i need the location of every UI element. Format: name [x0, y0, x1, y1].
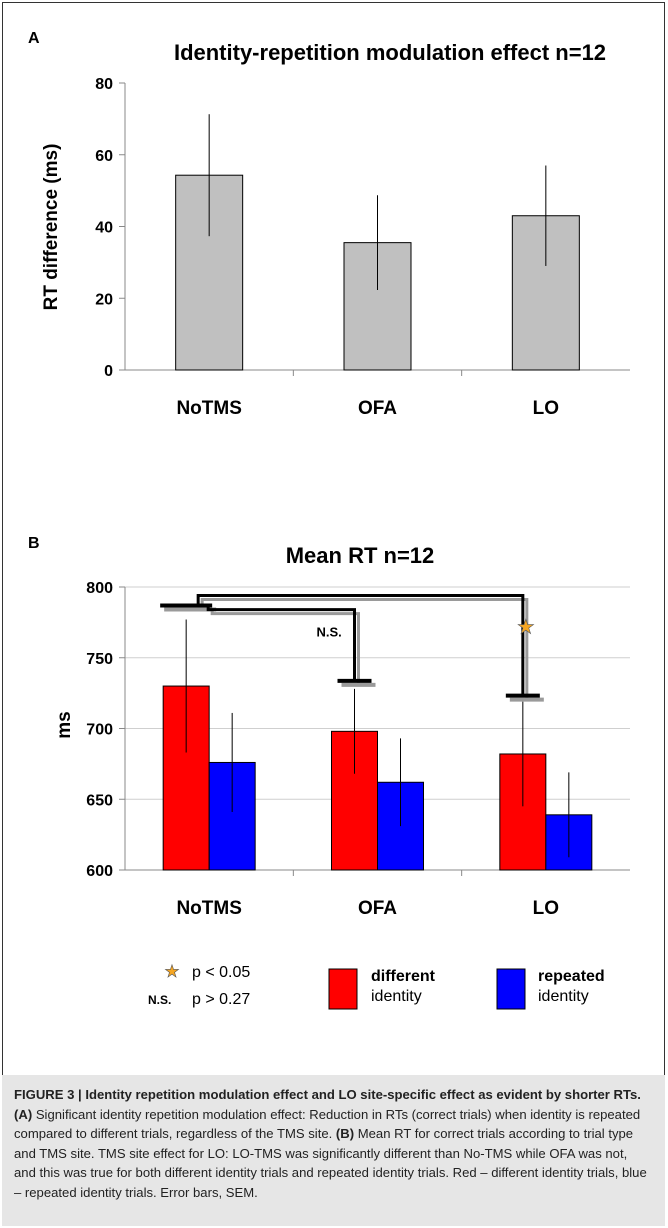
axis-a-tick-label: 60	[95, 148, 113, 165]
bar-a-lo	[511, 215, 580, 371]
figure-caption: FIGURE 3 | Identity repetition modulatio…	[2, 1075, 665, 1226]
axis-b-tick-label: 650	[86, 792, 113, 809]
axis-b-tick-label: 600	[86, 863, 113, 880]
ns-annotation: N.S.	[317, 625, 342, 640]
legend-ns-text: p > 0.27	[192, 991, 250, 1008]
category-b-label: LO	[533, 898, 559, 919]
significance-star-icon: ★	[517, 617, 535, 639]
panel-a-label: A	[28, 30, 40, 47]
bracket-lines	[196, 593, 525, 696]
category-a-label: LO	[533, 398, 559, 419]
legend-star-text: p < 0.05	[192, 964, 250, 981]
chart-b-legend: ★ p < 0.05 N.S. p > 0.27 different ident…	[148, 962, 605, 1010]
chart-a-plot: 0 20 40 60 80 NoTMS OFA LO	[95, 76, 630, 419]
axis-a-tick-label: 0	[104, 363, 113, 380]
legend-ns-label: N.S.	[148, 993, 171, 1007]
axis-a-tick-label: 20	[95, 291, 113, 308]
caption-bold: FIGURE 3 | Identity repetition modulatio…	[14, 1087, 641, 1102]
category-b-label: OFA	[358, 898, 397, 919]
legend-repeated-bold: repeated	[538, 968, 605, 985]
legend-repeated-swatch	[496, 968, 526, 1010]
category-a-label: NoTMS	[176, 398, 241, 419]
chart-b-ylabel: ms	[54, 711, 75, 738]
axis-b-tick-label: 750	[86, 651, 113, 668]
legend-different-rest: identity	[371, 988, 422, 1005]
caption-b-label: (B)	[335, 1126, 355, 1142]
chart-a-title: Identity-repetition modulation effect n=…	[174, 40, 606, 65]
axis-a-tick-label: 80	[95, 76, 113, 93]
legend-star-icon: ★	[164, 962, 179, 981]
chart-a-ylabel: RT difference (ms)	[41, 144, 62, 311]
legend-different-swatch	[328, 968, 358, 1010]
axis-b-tick-label: 700	[86, 722, 113, 739]
category-a-label: OFA	[358, 398, 397, 419]
legend-different-bold: different	[371, 968, 436, 985]
figure-canvas: A Identity-repetition modulation effect …	[28, 30, 630, 1010]
panel-b-label: B	[28, 535, 40, 552]
axis-b-tick-label: 800	[86, 580, 113, 597]
caption-b-text: Mean RT for correct trials according to …	[14, 1126, 647, 1200]
significance-brackets	[160, 593, 544, 702]
chart-b-title: Mean RT n=12	[286, 543, 435, 568]
chart-b-plot: 600 650 700 750 800 NoTMS OFA LO N.S. ★	[86, 580, 630, 919]
axis-a-tick-label: 40	[95, 220, 113, 237]
caption-a-label: (A)	[14, 1106, 33, 1122]
legend-repeated-rest: identity	[538, 988, 589, 1005]
category-b-label: NoTMS	[176, 898, 241, 919]
caption-a-text: Significant identity repetition modulati…	[14, 1106, 641, 1142]
